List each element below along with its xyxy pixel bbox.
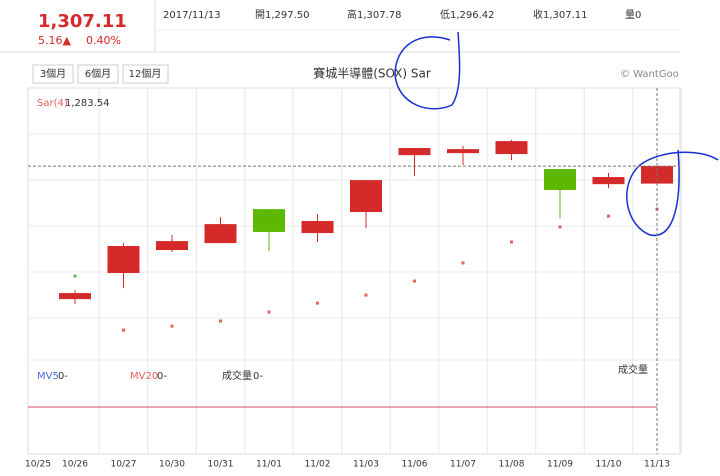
sar-dot <box>364 293 368 297</box>
sar-dot <box>461 261 465 265</box>
sar-dot <box>73 274 77 278</box>
candle-body <box>398 148 431 156</box>
mv5-value: 0- <box>58 371 68 382</box>
sar-dot <box>316 301 319 305</box>
close: 收1,307.11 <box>533 8 588 21</box>
x-tick-label: 10/27 <box>111 460 137 470</box>
x-tick-label: 10/26 <box>62 460 88 470</box>
candle-body <box>447 149 479 154</box>
x-tick-label: 11/10 <box>596 460 622 470</box>
mv20-label: MV20 <box>130 371 158 382</box>
plot-frame <box>27 87 681 455</box>
open: 開1,297.50 <box>255 9 310 21</box>
grid <box>98 88 682 454</box>
watermark: © WantGoo <box>620 69 679 80</box>
vol-value: 0- <box>253 371 263 382</box>
x-tick-label: 11/03 <box>353 460 379 470</box>
change-pct: 0.40% <box>86 34 121 47</box>
sar-dot <box>558 225 562 229</box>
sar-dot <box>413 279 416 283</box>
candle-body <box>253 209 285 232</box>
legend-label: Sar(4) <box>37 98 68 109</box>
sar-dot <box>267 310 271 314</box>
candle-body <box>156 241 188 251</box>
x-tick-label: 11/08 <box>499 460 525 470</box>
mv20-value: 0- <box>157 371 167 382</box>
vol-label: 成交量 <box>222 369 252 382</box>
x-tick-label: 10/25 <box>25 460 51 470</box>
candle-body <box>495 141 528 155</box>
candle-body <box>59 293 91 300</box>
annotation-circle <box>626 149 719 237</box>
range-button[interactable] <box>122 64 169 84</box>
sar-dot <box>122 328 125 332</box>
button-label[interactable]: 12個月 <box>129 67 162 80</box>
vol-title: 成交量 <box>618 363 648 376</box>
date: 2017/11/13 <box>163 10 221 21</box>
x-tick-label: 11/09 <box>547 460 573 470</box>
volume: 量0 <box>625 9 641 21</box>
x-tick-label: 10/31 <box>208 460 234 470</box>
range-button[interactable] <box>77 64 119 84</box>
mv5-label: MV5 <box>37 371 59 382</box>
x-tick-label: 11/01 <box>256 460 282 470</box>
candle-body <box>544 169 576 190</box>
low: 低1,296.42 <box>440 8 495 21</box>
sar-dot <box>170 324 174 328</box>
sar-dot <box>219 319 222 323</box>
candle-body <box>204 224 237 244</box>
high: 高1,307.78 <box>347 8 402 21</box>
change: 5.16▲ <box>38 34 71 47</box>
chart-title: 賽城半導體(SOX) Sar <box>313 66 431 81</box>
button-label[interactable]: 6個月 <box>85 67 111 80</box>
candle-body <box>350 180 382 213</box>
x-tick-label: 11/02 <box>305 460 331 470</box>
x-tick-label: 11/06 <box>402 460 428 470</box>
x-tick-label: 11/13 <box>644 460 670 470</box>
candle-body <box>592 177 625 185</box>
range-button[interactable] <box>32 64 74 84</box>
annotation-circle <box>394 31 461 110</box>
sar-dot <box>607 214 610 218</box>
candle-body <box>107 246 140 274</box>
x-tick-label: 11/07 <box>450 460 476 470</box>
sar-dot <box>510 240 513 244</box>
legend-value: 1,283.54 <box>65 98 110 109</box>
button-label[interactable]: 3個月 <box>40 67 66 80</box>
price: 1,307.11 <box>38 11 127 32</box>
x-tick-label: 10/30 <box>159 460 185 470</box>
candle-body <box>301 221 334 234</box>
